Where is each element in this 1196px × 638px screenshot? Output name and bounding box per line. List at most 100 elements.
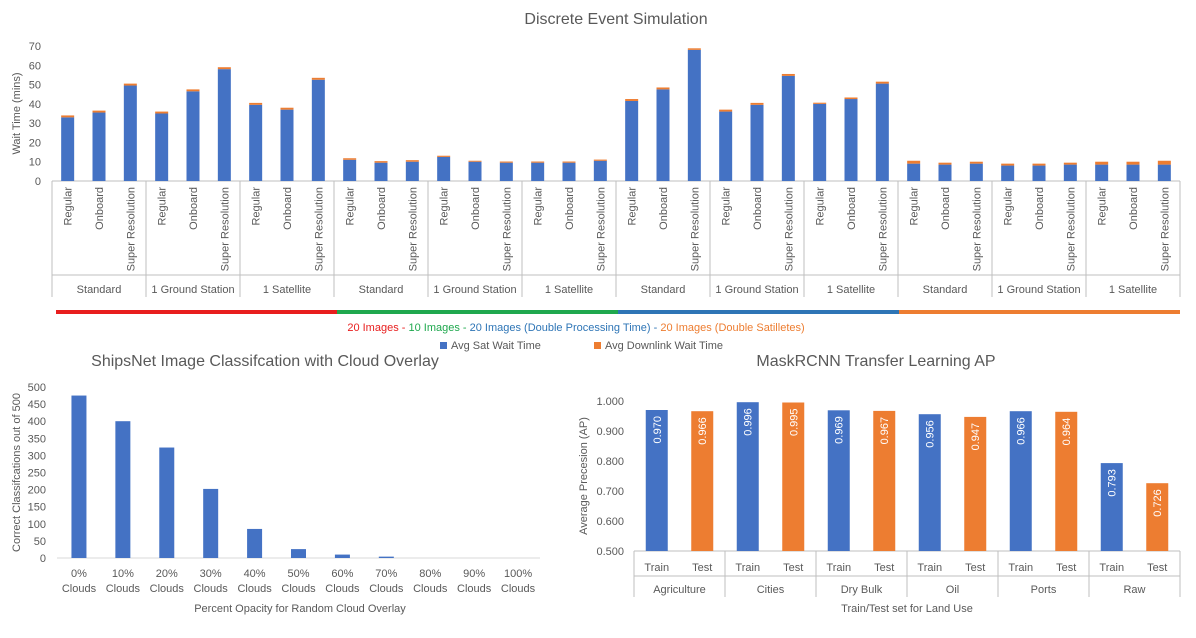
data-label: 0.995 [788, 409, 800, 437]
sat-wait-bar [61, 117, 75, 181]
sat-wait-bar [311, 79, 325, 181]
split-label: Train [1099, 562, 1124, 574]
downlink-wait-bar [1095, 161, 1109, 165]
y-tick-label: 40 [29, 99, 41, 111]
scenario-legend-entry: 20 Images - [347, 322, 408, 334]
sat-wait-bar [781, 75, 795, 181]
downlink-wait-bar [1126, 161, 1140, 165]
downlink-wait-bar [531, 161, 545, 163]
downlink-wait-bar [280, 107, 294, 110]
cloud-bar [203, 488, 219, 558]
x-tick-label-suffix: Clouds [325, 583, 360, 595]
x-tick-label-suffix: Clouds [150, 583, 185, 595]
method-label: Super Resolution [407, 187, 419, 271]
train-bar [1100, 463, 1123, 551]
downlink-wait-bar [656, 87, 670, 90]
method-label: Regular [815, 187, 827, 226]
data-label: 0.996 [743, 408, 755, 436]
sat-wait-bar [625, 100, 639, 181]
sat-wait-bar [468, 161, 482, 181]
sat-wait-bar [1063, 164, 1077, 181]
y-tick-label: 0.800 [596, 456, 624, 468]
data-label: 0.956 [925, 420, 937, 448]
y-tick-label: 200 [28, 485, 46, 497]
y-tick-label: 20 [29, 137, 41, 149]
x-tick-label-suffix: Clouds [457, 583, 492, 595]
sat-wait-bar [217, 69, 231, 181]
downlink-wait-bar [123, 83, 137, 86]
sat-wait-bar [656, 89, 670, 181]
chart-title: MaskRCNN Transfer Learning AP [756, 353, 995, 370]
y-tick-label: 450 [28, 399, 46, 411]
downlink-wait-bar [844, 97, 858, 100]
x-tick-label: 90% [463, 568, 485, 580]
method-label: Onboard [376, 187, 388, 230]
y-tick-label: 30 [29, 118, 41, 130]
x-tick-label: 80% [419, 568, 441, 580]
test-bar [1055, 411, 1078, 551]
method-label: Regular [251, 187, 263, 226]
maskrcnn-ap-chart: MaskRCNN Transfer Learning AP Average Pre… [578, 353, 1181, 615]
method-label: Super Resolution [971, 187, 983, 271]
data-label: 0.969 [834, 416, 846, 444]
split-label: Test [1147, 562, 1167, 574]
method-label: Super Resolution [1159, 187, 1171, 271]
x-tick-label: 40% [244, 568, 266, 580]
downlink-wait-bar [969, 161, 983, 164]
y-tick-label: 50 [34, 536, 46, 548]
data-label: 0.964 [1061, 418, 1073, 446]
shipsnet-cloud-chart: ShipsNet Image Classifcation with Cloud … [11, 353, 540, 615]
sat-wait-bar [437, 156, 451, 181]
train-bar [736, 402, 759, 551]
group-label: Dry Bulk [841, 584, 883, 596]
downlink-wait-bar [405, 160, 419, 162]
downlink-wait-bar [593, 159, 607, 161]
method-label: Super Resolution [219, 187, 231, 271]
method-label: Super Resolution [595, 187, 607, 271]
downlink-wait-bar [625, 99, 639, 101]
method-label: Regular [345, 187, 357, 226]
sat-wait-bar [374, 162, 388, 181]
method-label: Onboard [188, 187, 200, 230]
method-label: Regular [157, 187, 169, 226]
group-label: Standard [359, 284, 404, 296]
sat-wait-bar [249, 104, 263, 181]
method-label: Onboard [94, 187, 106, 230]
data-label: 0.967 [879, 417, 891, 445]
downlink-wait-bar [1032, 163, 1046, 166]
x-tick-label: 10% [112, 568, 134, 580]
chart-title: Discrete Event Simulation [524, 11, 707, 28]
test-bar [1146, 483, 1169, 551]
method-label: Onboard [282, 187, 294, 230]
method-label: Regular [439, 187, 451, 226]
downlink-wait-bar [155, 111, 169, 114]
y-axis-label: Wait Time (mins) [11, 72, 23, 154]
y-tick-label: 500 [28, 382, 46, 394]
downlink-wait-bar [92, 110, 106, 113]
x-tick-label-suffix: Clouds [413, 583, 448, 595]
cloud-bar [334, 554, 350, 558]
method-label: Super Resolution [877, 187, 889, 271]
y-tick-label: 100 [28, 519, 46, 531]
downlink-wait-bar [437, 155, 451, 157]
y-tick-label: 0.900 [596, 426, 624, 438]
data-label: 0.726 [1152, 489, 1164, 517]
group-label: 1 Satellite [263, 284, 311, 296]
x-tick-label: 30% [200, 568, 222, 580]
method-label: Regular [1097, 187, 1109, 226]
downlink-wait-bar [907, 160, 921, 164]
downlink-wait-bar [687, 48, 701, 50]
sat-wait-bar [750, 104, 764, 181]
test-bar [873, 410, 896, 551]
method-label: Onboard [940, 187, 952, 230]
split-label: Test [965, 562, 985, 574]
group-label: Standard [77, 284, 122, 296]
group-label: Oil [946, 584, 959, 596]
sat-wait-bar [1157, 164, 1171, 181]
y-tick-label: 300 [28, 450, 46, 462]
sat-wait-bar [593, 160, 607, 181]
y-tick-label: 50 [29, 80, 41, 92]
cloud-bar [378, 556, 394, 558]
method-label: Super Resolution [783, 187, 795, 271]
y-tick-label: 0.500 [596, 546, 624, 558]
